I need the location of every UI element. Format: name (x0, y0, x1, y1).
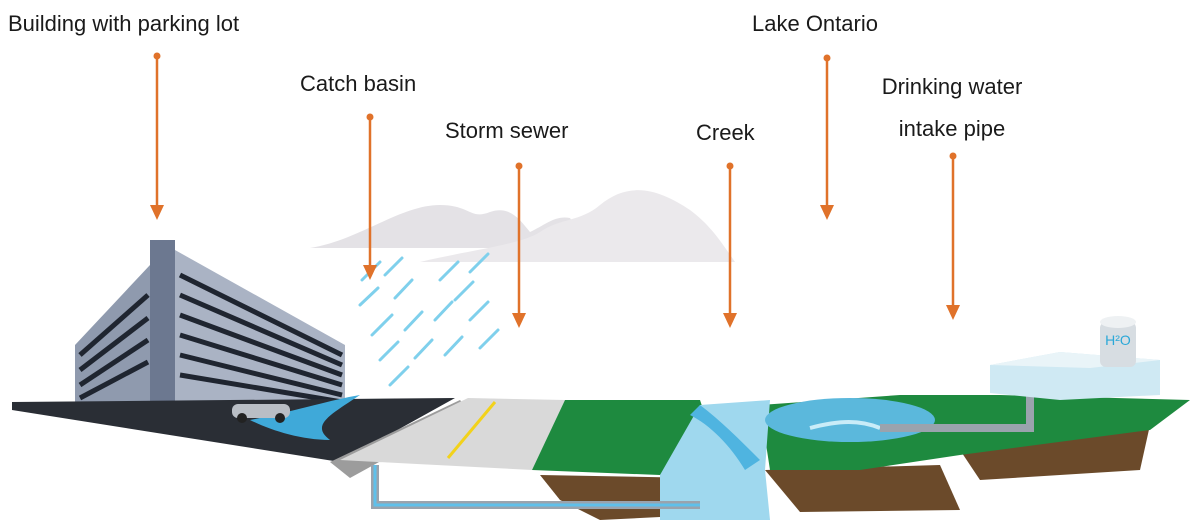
ground (12, 395, 1190, 520)
labels: Building with parking lot Catch basin St… (8, 11, 1022, 145)
arrows (150, 53, 960, 329)
label: intake pipe (899, 116, 1005, 141)
clouds (310, 190, 735, 262)
label: Creek (696, 120, 756, 145)
building (75, 240, 345, 412)
treatment-plant: H²O (990, 316, 1160, 400)
label: Building with parking lot (8, 11, 239, 36)
rain (360, 254, 498, 385)
tank-label: H²O (1105, 332, 1131, 348)
label: Drinking water (882, 74, 1023, 99)
label: Storm sewer (445, 118, 568, 143)
diagram: H²O Building with parking lot Catch basi… (0, 0, 1190, 532)
label: Catch basin (300, 71, 416, 96)
label: Lake Ontario (752, 11, 878, 36)
